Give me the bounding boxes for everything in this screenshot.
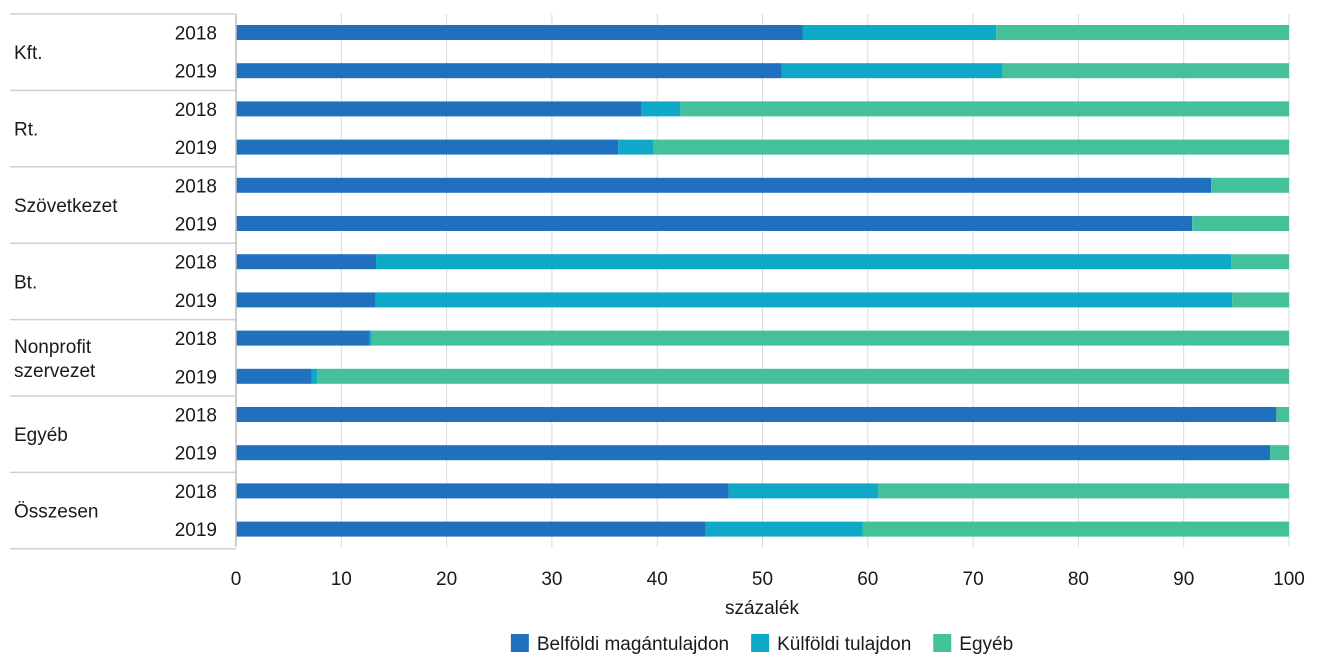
year-label: 2019	[175, 367, 217, 388]
bar-segment	[802, 25, 997, 40]
bar-segment	[317, 368, 1289, 384]
year-label: 2018	[175, 24, 217, 45]
x-tick-label: 40	[647, 569, 668, 590]
bar-segment	[996, 25, 1289, 40]
legend-label: Külföldi tulajdon	[777, 634, 911, 655]
bar-segment	[1232, 292, 1289, 308]
bar-segment	[236, 368, 312, 384]
year-label: 2019	[175, 520, 217, 541]
legend-swatch	[751, 634, 770, 652]
bar-segment	[236, 483, 729, 499]
legend-label: Belföldi magántulajdon	[537, 634, 729, 655]
year-label: 2019	[175, 444, 217, 465]
category-label: Összesen	[14, 502, 98, 523]
bar-segment	[680, 101, 1289, 117]
year-label: 2018	[175, 482, 217, 503]
bar-segment	[781, 63, 1003, 79]
year-label: 2019	[175, 138, 217, 159]
gridlines	[235, 14, 1290, 547]
x-tick-label: 10	[331, 569, 352, 590]
category-label: Egyéb	[14, 425, 68, 446]
legend: Belföldi magántulajdon Külföldi tulajdon E…	[510, 634, 1013, 655]
bar-segment	[652, 139, 1289, 155]
category-label: Nonprofit	[14, 337, 92, 358]
category-label: Szövetkezet	[14, 196, 118, 217]
bar-segment	[236, 25, 803, 40]
x-tick-label: 80	[1068, 569, 1089, 590]
year-label: 2019	[175, 62, 217, 83]
bar-segment	[705, 521, 863, 537]
x-tick-label: 70	[963, 569, 984, 590]
bar-segment	[728, 483, 879, 499]
x-tick-label: 60	[857, 569, 878, 590]
year-label: 2018	[175, 100, 217, 121]
year-label: 2018	[175, 329, 217, 350]
x-tick-label: 90	[1173, 569, 1194, 590]
legend-swatch	[510, 634, 529, 652]
bar-segment	[236, 330, 370, 346]
bar-segment	[236, 254, 377, 270]
year-label: 2019	[175, 291, 217, 312]
year-label: 2018	[175, 253, 217, 274]
category-labels: Kft. 2018 2019 Rt. 2018 2019 Szövetkezet 2018 20…	[10, 13, 236, 550]
bar-segment	[374, 292, 1233, 308]
bars	[236, 25, 1289, 537]
bar-segment	[618, 139, 653, 155]
bar-segment	[236, 101, 642, 117]
bar-segment	[236, 216, 1193, 231]
x-tick-label: 30	[541, 569, 562, 590]
category-label: Kft.	[14, 43, 43, 64]
x-tick-label: 100	[1273, 569, 1305, 590]
bar-segment	[236, 139, 619, 155]
bar-segment	[236, 63, 782, 79]
bar-segment	[236, 177, 1212, 193]
bar-segment	[369, 330, 372, 346]
bar-segment	[1192, 216, 1289, 231]
bar-segment	[1211, 177, 1289, 193]
bar-segment	[1276, 407, 1289, 422]
category-label: Bt.	[14, 272, 37, 293]
bar-segment	[311, 368, 318, 384]
x-axis: 0 10 20 30 40 50 60 70 80 90 100	[231, 14, 1305, 590]
bar-segment	[236, 407, 1277, 422]
year-label: 2018	[175, 406, 217, 427]
x-axis-title: százalék	[725, 598, 799, 619]
category-label: Rt.	[14, 120, 38, 141]
bar-segment	[862, 521, 1289, 537]
bar-segment	[1270, 445, 1289, 461]
bar-segment	[371, 330, 1289, 346]
bar-segment	[1231, 254, 1289, 270]
bar-segment	[236, 445, 1271, 461]
x-tick-label: 20	[436, 569, 457, 590]
bar-segment	[376, 254, 1232, 270]
x-tick-label: 0	[231, 569, 242, 590]
bar-segment	[878, 483, 1289, 499]
legend-label: Egyéb	[959, 634, 1013, 655]
year-label: 2019	[175, 215, 217, 236]
year-label: 2018	[175, 176, 217, 197]
bar-segment	[236, 521, 706, 537]
legend-swatch	[933, 634, 952, 652]
x-tick-label: 50	[752, 569, 773, 590]
bar-segment	[1002, 63, 1289, 79]
category-label: szervezet	[14, 361, 96, 382]
bar-segment	[236, 292, 375, 308]
bar-segment	[641, 101, 681, 117]
